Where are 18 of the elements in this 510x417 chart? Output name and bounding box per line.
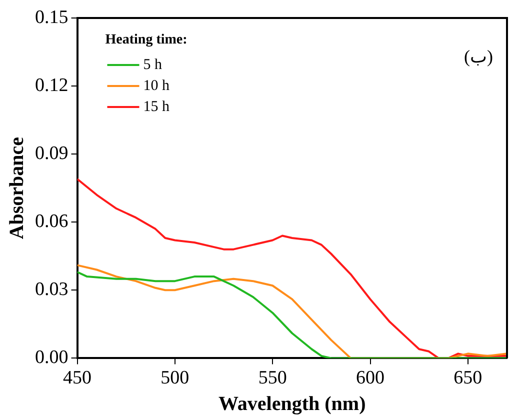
y-tick-label: 0.00 (35, 347, 68, 368)
y-tick-label: 0.06 (35, 211, 68, 232)
x-tick-label: 650 (454, 368, 482, 389)
y-tick-label: 0.03 (35, 279, 68, 300)
legend-label: 5 h (143, 56, 162, 73)
y-tick-label: 0.12 (35, 75, 68, 96)
annotation: (ب) (464, 46, 493, 67)
y-tick-label: 0.09 (35, 143, 68, 164)
y-tick-label: 0.15 (35, 6, 68, 28)
x-tick-label: 600 (356, 368, 385, 389)
x-tick-label: 500 (160, 368, 190, 389)
x-tick-label: 550 (258, 368, 287, 389)
x-tick-label: 450 (63, 368, 92, 389)
legend-title: Heating time: (105, 32, 188, 48)
y-axis-title: Absorbance (6, 136, 28, 240)
x-axis-title: Wavelength (nm) (218, 393, 366, 416)
legend-label: 15 h (143, 98, 170, 115)
legend-label: 10 h (143, 78, 170, 94)
